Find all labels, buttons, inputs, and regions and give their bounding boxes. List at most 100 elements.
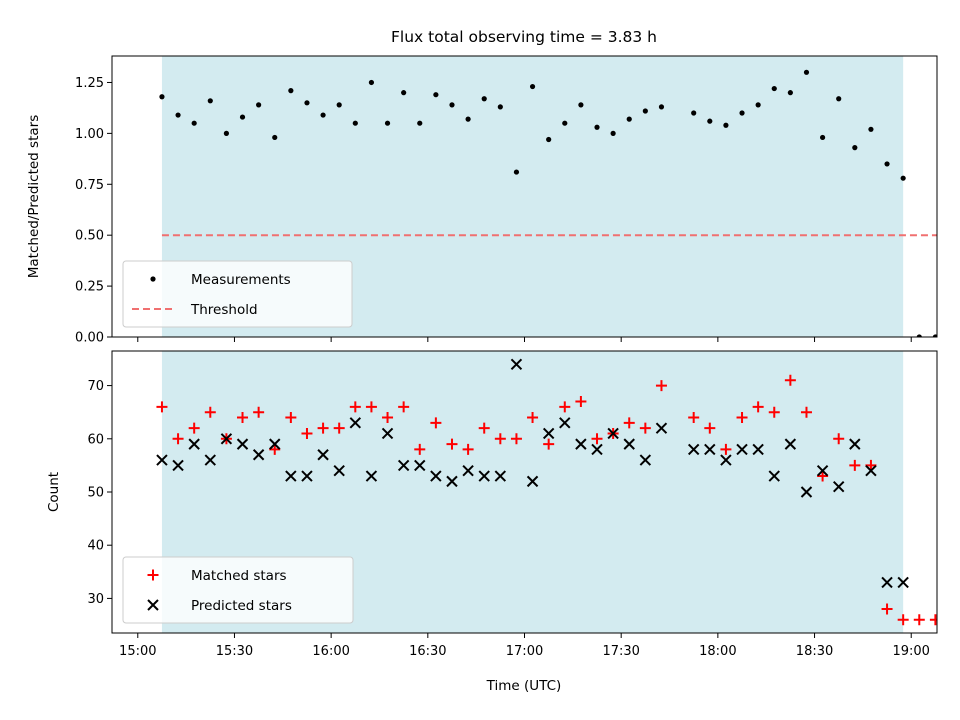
data-point (446, 438, 458, 450)
data-point (655, 422, 668, 434)
data-point (288, 88, 294, 94)
data-point (172, 459, 184, 472)
data-point (949, 334, 954, 339)
data-point (465, 116, 471, 122)
data-point (752, 443, 764, 456)
data-point (272, 134, 278, 141)
data-point (562, 120, 568, 126)
data-point (494, 433, 506, 445)
data-point (787, 90, 793, 96)
x-axis-label: Time (UTC) (486, 678, 562, 694)
chart-title: Flux total observing time = 3.83 h (391, 28, 657, 46)
data-point (946, 614, 957, 625)
data-point (639, 454, 652, 466)
legend-marker (150, 276, 156, 282)
data-point (816, 465, 829, 477)
data-point (836, 96, 842, 102)
legend-label: Measurements (191, 272, 291, 288)
data-point (188, 438, 200, 450)
data-point (398, 401, 410, 413)
data-point (913, 614, 925, 626)
data-point (868, 126, 874, 132)
data-point (381, 427, 394, 440)
y-tick-label: 1.25 (75, 76, 104, 91)
data-point (526, 475, 539, 488)
y-tick-label: 40 (87, 539, 104, 554)
data-point (542, 427, 555, 440)
data-point (236, 438, 249, 450)
data-point (368, 79, 375, 86)
x-tick-label: 18:30 (796, 644, 833, 659)
y-axis-label: Matched/Predicted stars (26, 115, 42, 278)
data-point (320, 112, 326, 118)
data-point (336, 102, 342, 108)
data-point (256, 102, 262, 108)
data-point (462, 443, 474, 455)
data-point (510, 358, 523, 371)
data-point (626, 116, 632, 122)
data-point (881, 603, 893, 615)
series-1 (156, 374, 957, 626)
data-point (529, 83, 536, 90)
data-point (478, 422, 490, 434)
data-point (655, 380, 667, 392)
data-point (239, 114, 246, 120)
data-point (639, 422, 651, 434)
legend-label: Predicted stars (191, 598, 292, 614)
data-point (559, 417, 571, 429)
y-tick-label: 50 (87, 486, 104, 501)
data-point (175, 112, 181, 118)
data-point (768, 470, 780, 482)
data-point (575, 438, 587, 450)
data-point (691, 110, 697, 116)
y-tick-label: 0.25 (75, 280, 104, 295)
data-point (191, 120, 197, 126)
data-point (430, 417, 442, 429)
legend-marker (147, 599, 159, 611)
data-point (304, 100, 310, 106)
data-point (897, 576, 909, 589)
data-point (301, 427, 313, 439)
data-point (253, 406, 265, 418)
data-point (317, 422, 329, 434)
data-point (559, 401, 571, 413)
x-tick-label: 16:00 (312, 644, 349, 659)
legend-box (122, 556, 354, 624)
data-point (397, 459, 410, 472)
data-point (881, 576, 893, 589)
data-point (819, 134, 826, 141)
legend-label: Matched stars (191, 568, 287, 584)
data-point (430, 470, 442, 482)
data-point (720, 454, 732, 466)
data-point (220, 433, 233, 445)
data-point (401, 90, 407, 96)
data-point (704, 443, 716, 456)
data-point (591, 433, 603, 445)
data-point (156, 401, 168, 413)
y-tick-label: 0.75 (75, 178, 104, 193)
data-point (333, 465, 345, 477)
data-point (817, 470, 829, 482)
data-point (478, 470, 490, 482)
legend: Measurements Threshold (122, 260, 353, 328)
data-point (349, 401, 361, 413)
data-point (382, 412, 394, 424)
data-point (384, 120, 391, 126)
y-tick-label: 60 (87, 432, 104, 447)
data-point (833, 480, 845, 493)
data-point (784, 374, 796, 386)
data-point (462, 465, 474, 477)
series-1 (159, 69, 954, 339)
data-point (237, 412, 249, 424)
x-tick-label: 18:00 (699, 644, 736, 659)
data-point (803, 69, 810, 75)
count-panel: 30 40 50 60 70 15:00 15:30 16:00 16:30 17:00 17:30… (46, 350, 957, 659)
data-point (433, 92, 439, 98)
data-point (417, 120, 423, 126)
data-point (784, 438, 797, 450)
y-tick-label: 70 (87, 379, 104, 394)
data-point (800, 486, 813, 498)
legend: Matched stars Predicted stars (122, 556, 354, 624)
data-point (510, 433, 522, 445)
